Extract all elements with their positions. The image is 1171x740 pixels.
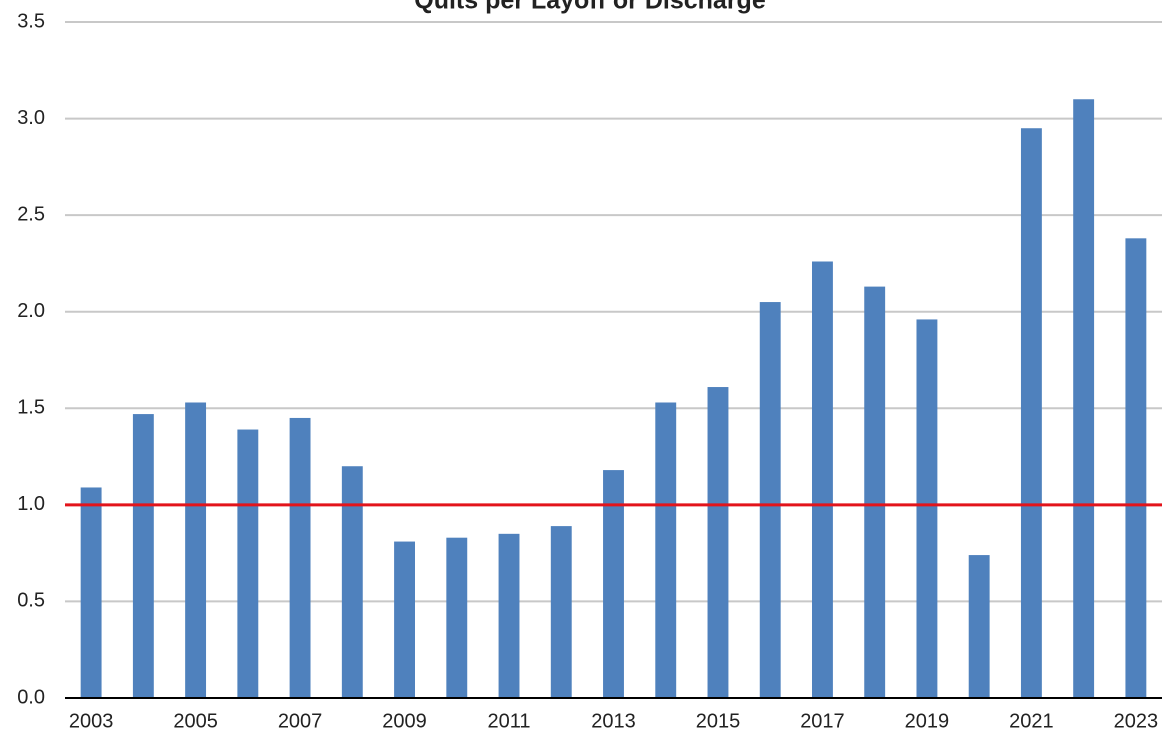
x-tick-label: 2003	[69, 710, 114, 732]
y-tick-label: 3.0	[17, 107, 45, 129]
bar	[1125, 238, 1147, 698]
y-tick-label: 3.5	[17, 10, 45, 32]
bar	[550, 526, 572, 698]
x-tick-label: 2005	[173, 710, 218, 732]
bar	[237, 429, 259, 698]
bar	[1020, 128, 1042, 698]
x-tick-label: 2019	[905, 710, 950, 732]
bar	[341, 466, 363, 698]
x-tick-label: 2017	[800, 710, 845, 732]
bar	[289, 417, 311, 698]
y-tick-label: 0.5	[17, 590, 45, 612]
bar	[707, 387, 729, 698]
bar	[132, 414, 154, 698]
bar	[498, 533, 520, 698]
x-tick-label: 2021	[1009, 710, 1054, 732]
y-tick-label: 1.5	[17, 397, 45, 419]
x-tick-label: 2011	[488, 710, 531, 732]
bar	[864, 286, 886, 698]
bar	[968, 555, 990, 698]
x-tick-label: 2023	[1114, 710, 1159, 732]
y-tick-label: 2.5	[17, 203, 45, 225]
bar	[916, 319, 938, 698]
bar	[812, 261, 833, 698]
bar	[1073, 99, 1095, 698]
bar	[185, 402, 207, 698]
x-tick-label: 2013	[591, 710, 636, 732]
bar	[603, 470, 624, 698]
x-tick-label: 2009	[382, 710, 427, 732]
chart-title: Quits per Layoff or Discharge	[414, 0, 766, 15]
bar	[655, 402, 677, 698]
bar	[80, 487, 102, 698]
bar	[446, 537, 468, 698]
bar	[759, 302, 781, 698]
x-tick-label: 2007	[278, 710, 323, 732]
bar	[394, 541, 415, 698]
y-tick-label: 0.0	[17, 686, 45, 708]
y-tick-label: 2.0	[17, 300, 45, 322]
y-tick-label: 1.0	[17, 493, 45, 515]
x-tick-label: 2015	[696, 710, 741, 732]
